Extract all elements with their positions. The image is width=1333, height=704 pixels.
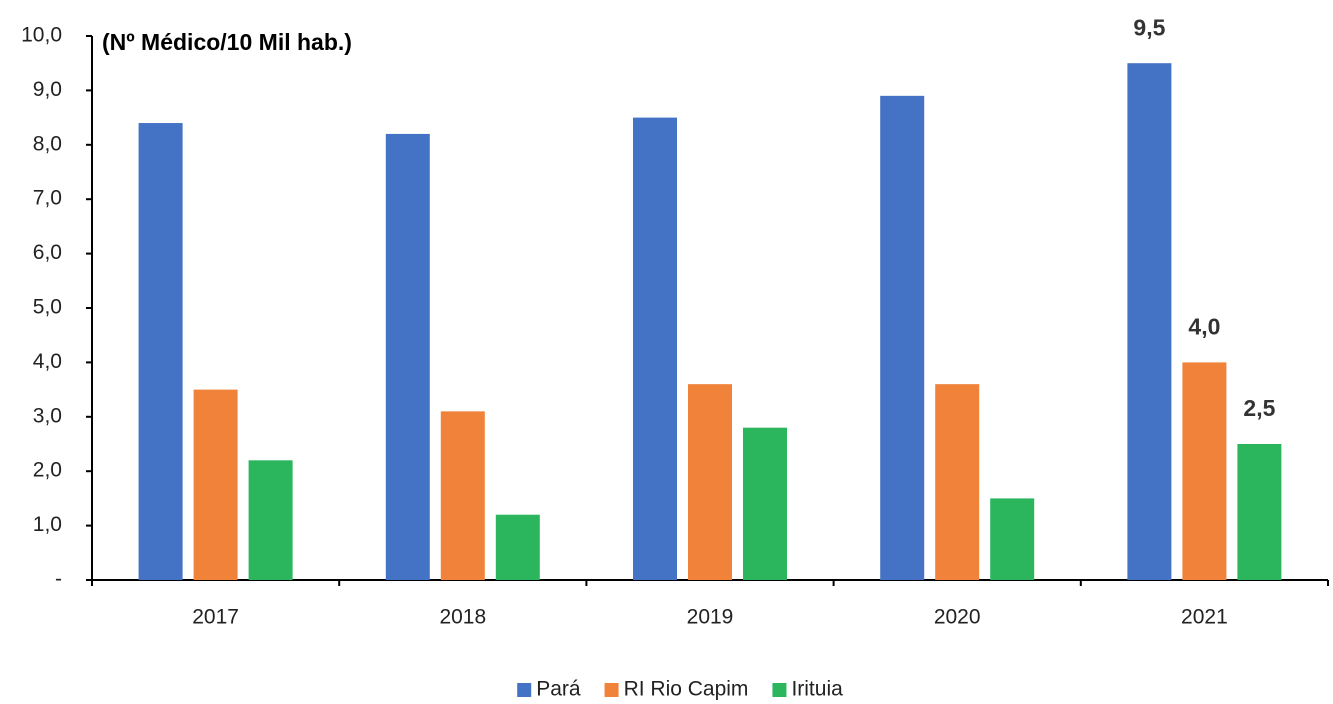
value-label: 9,5 [1133, 14, 1165, 40]
bar [138, 123, 183, 580]
bar [385, 133, 430, 581]
bar [495, 514, 540, 580]
bar [1182, 362, 1227, 580]
bar [633, 117, 677, 580]
legend-swatch [517, 683, 532, 697]
x-tick-label: 2021 [1181, 606, 1228, 629]
y-tick-label: 5,0 [33, 296, 62, 319]
y-tick-label: 6,0 [33, 241, 62, 264]
legend-label: Pará [536, 678, 581, 701]
legend-label: Irituia [791, 678, 843, 701]
y-tick-label: 4,0 [33, 350, 62, 373]
x-tick-label: 2019 [687, 606, 734, 629]
y-tick-label: 3,0 [33, 404, 62, 427]
y-tick-label: - [55, 568, 62, 591]
y-tick-label: 9,0 [33, 78, 62, 101]
bar [1237, 444, 1282, 580]
value-label: 2,5 [1243, 395, 1275, 421]
y-tick-label: 2,0 [33, 459, 62, 482]
bar [935, 384, 980, 580]
x-tick-label: 2018 [439, 606, 486, 629]
y-tick-label: 1,0 [33, 513, 62, 536]
bar [990, 498, 1035, 580]
y-axis-title: (Nº Médico/10 Mil hab.) [102, 29, 352, 55]
value-label: 4,0 [1188, 313, 1220, 339]
legend-swatch [772, 683, 787, 697]
legend-label: RI Rio Capim [624, 678, 749, 701]
bar [248, 460, 293, 580]
bar [880, 95, 925, 580]
bar [743, 427, 787, 580]
x-tick-label: 2020 [934, 606, 981, 629]
bar [1127, 63, 1172, 580]
bar [193, 389, 238, 580]
y-tick-label: 10,0 [21, 24, 62, 47]
legend-swatch [604, 683, 619, 697]
bar [688, 384, 732, 580]
y-tick-label: 7,0 [33, 187, 62, 210]
bar [440, 411, 485, 580]
y-tick-label: 8,0 [33, 132, 62, 155]
x-tick-label: 2017 [192, 606, 239, 629]
